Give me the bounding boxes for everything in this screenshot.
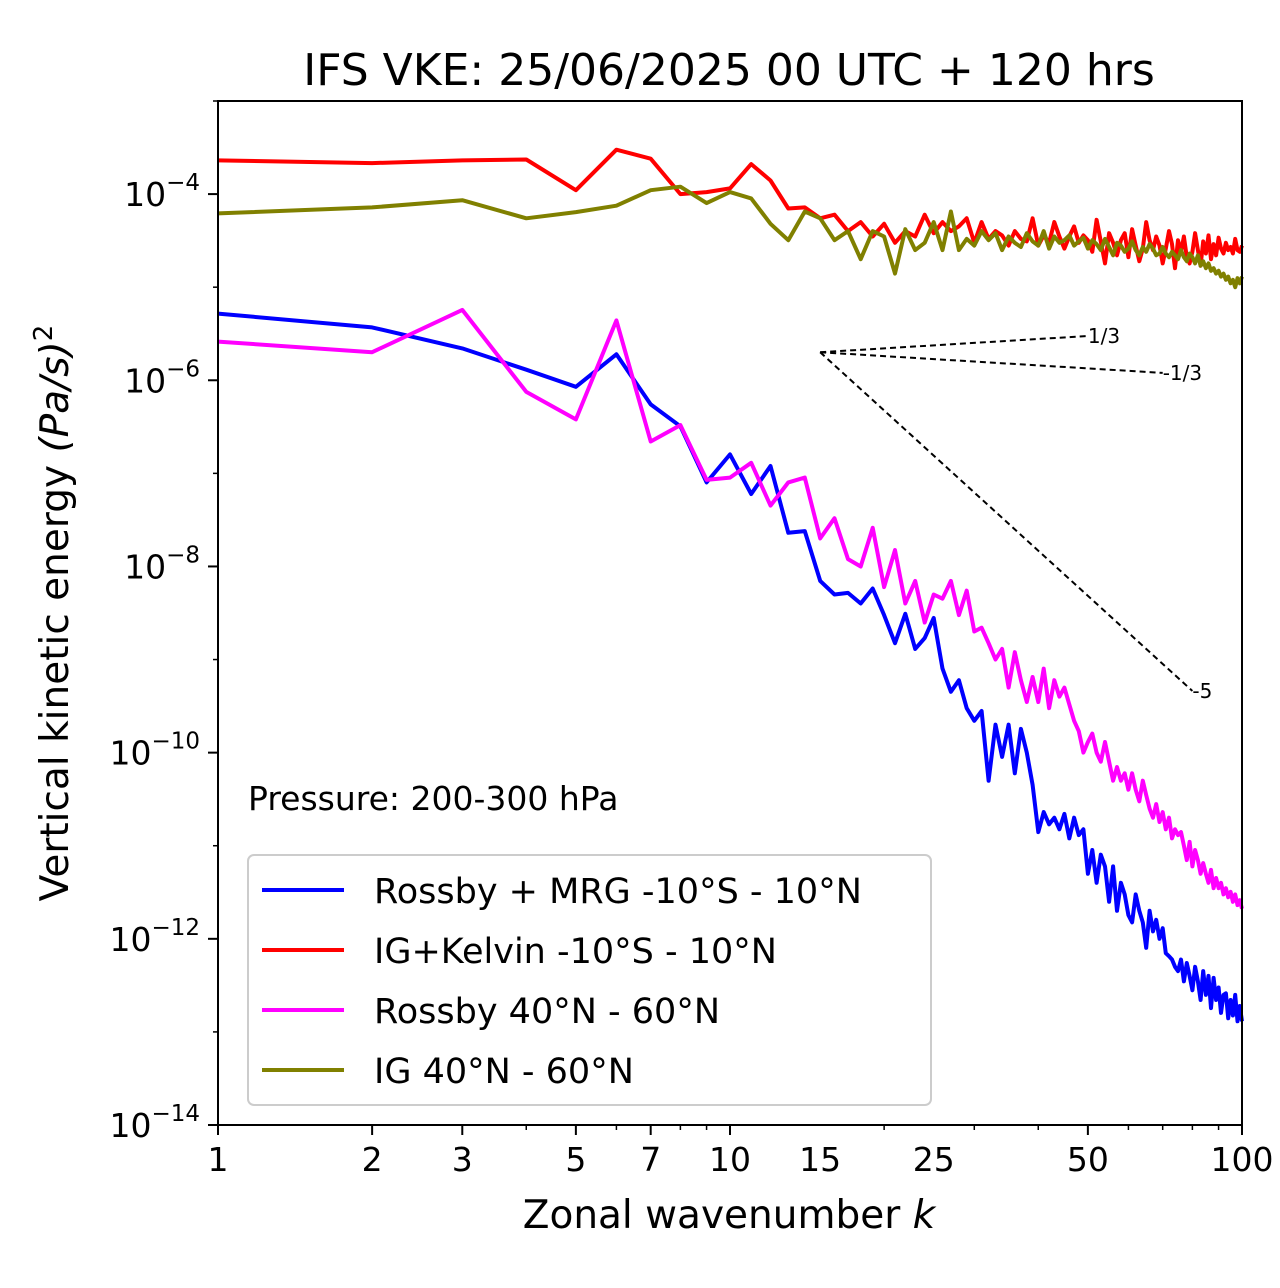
series-lines [217,147,1244,1024]
legend-label-0: Rossby + MRG -10°S - 10°N [374,872,862,912]
y-tick-label: 10−12 [109,915,200,959]
reference-line-1 [820,351,1163,374]
x-axis-label-text: Zonal wavenumber [523,1193,901,1238]
reference-line-label-0: 1/3 [1088,324,1120,348]
y-tick-label: 10−4 [124,170,200,214]
x-tick-label: 15 [799,1140,841,1179]
plot-area: 1/3-1/3-5 1 2 3 5 7 10 15 25 50 100 10−1410−1210−… [109,100,1274,1179]
reference-lines: 1/3 -1/3 -5 [819,324,1212,703]
reference-line-label-1: -1/3 [1163,361,1202,385]
y-tick-label: 10−8 [124,542,200,586]
x-tick-label: 7 [640,1140,661,1179]
x-tick-label: 1 [208,1140,229,1179]
series-line-0 [217,311,1244,1024]
legend-label-1: IG+Kelvin -10°S - 10°N [374,932,777,972]
x-tick-label: 2 [362,1140,383,1179]
reference-line-0 [820,334,1088,354]
x-tick-label: 5 [565,1140,586,1179]
legend-label-3: IG 40°N - 60°N [374,1052,634,1092]
x-tick-label: 50 [1067,1140,1109,1179]
x-tick-label: 25 [913,1140,955,1179]
reference-line-2 [819,351,1194,692]
x-tick-label: 3 [452,1140,473,1179]
y-axis-label-unit: (Pa/s) [33,341,78,452]
y-axis-label-text: Vertical kinetic energy [33,465,78,901]
series-line-2 [217,307,1244,910]
pressure-annotation: Pressure: 200-300 hPa [248,779,618,818]
chart-title: IFS VKE: 25/06/2025 00 UTC + 120 hrs [303,45,1155,96]
x-axis: 1 2 3 5 7 10 15 25 50 100 [208,1125,1274,1179]
x-tick-label: 10 [709,1140,751,1179]
x-axis-label-symbol: k [913,1193,937,1238]
y-axis-label: Vertical kinetic energy (Pa/s)2 [29,325,78,902]
legend: Rossby + MRG -10°S - 10°N IG+Kelvin -10°S… [247,854,932,1106]
y-tick-label: 10−6 [124,356,200,400]
legend-box [247,854,932,1106]
y-axis-label-unit-exp: 2 [29,325,59,342]
x-tick-label: 100 [1211,1140,1274,1179]
y-tick-label: 10−14 [109,1101,200,1145]
reference-line-label-2: -5 [1192,679,1212,703]
legend-label-2: Rossby 40°N - 60°N [374,992,720,1032]
y-axis: 10−14 10−12 10−10 10−8 10−6 10−4 [109,100,218,1145]
x-axis-label: Zonal wavenumber k [523,1193,937,1238]
y-tick-label: 10−10 [109,729,200,773]
series-line-3 [217,184,1244,290]
